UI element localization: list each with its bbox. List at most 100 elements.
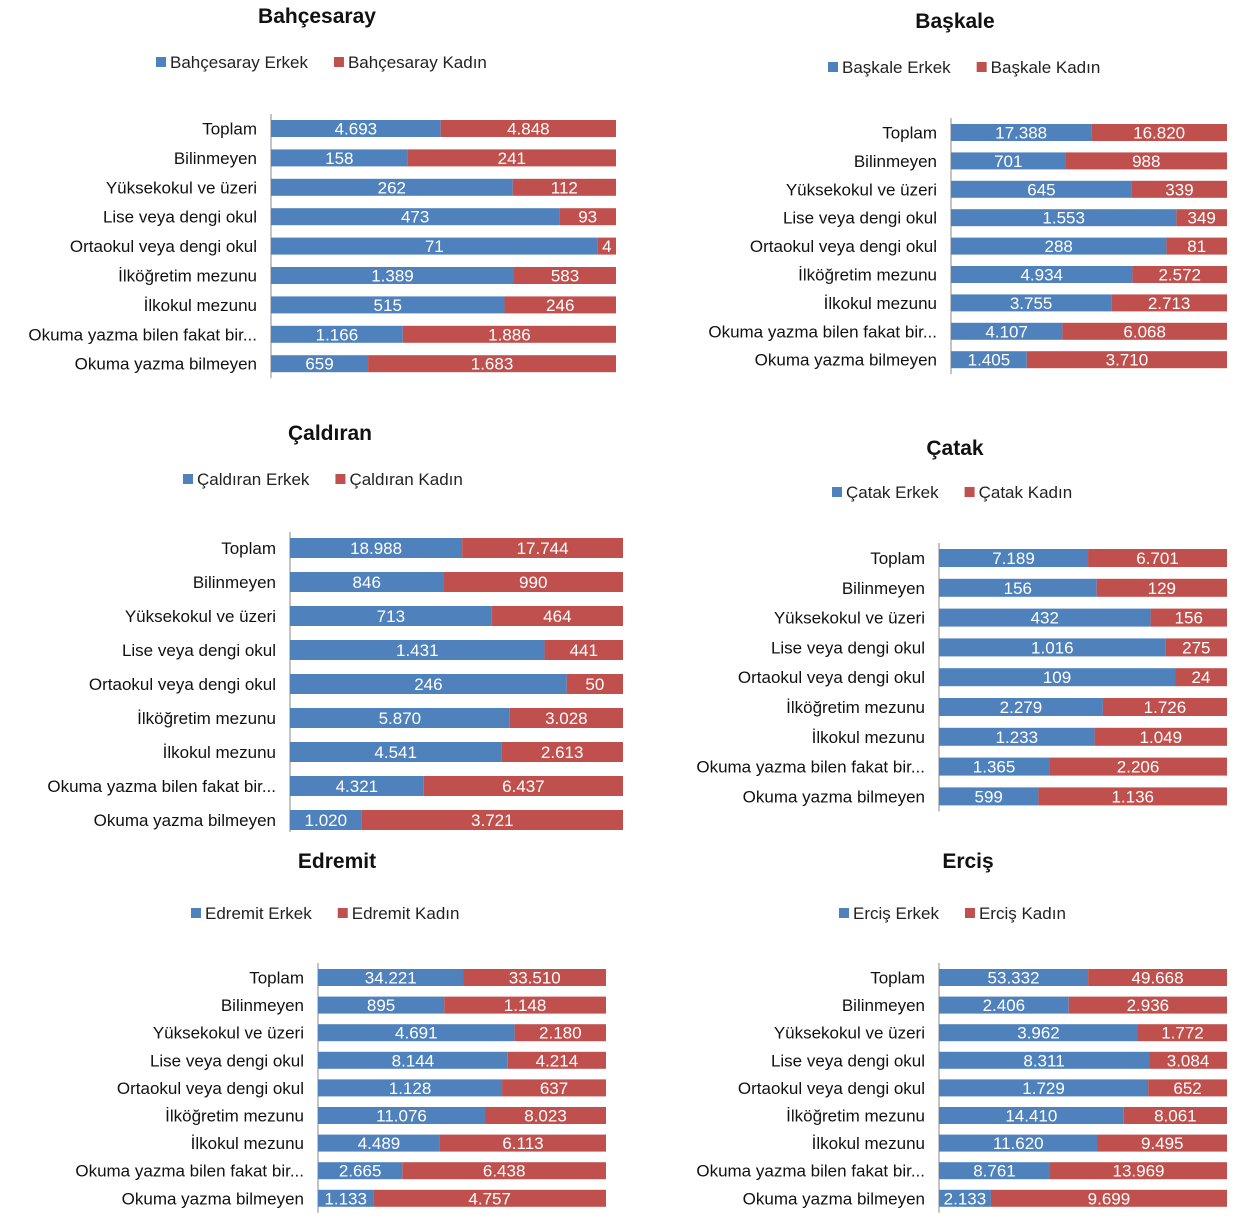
bar-kadin bbox=[1137, 1024, 1227, 1042]
data-label-erkek: 8.144 bbox=[392, 1051, 435, 1070]
data-label-kadin: 2.713 bbox=[1148, 294, 1191, 313]
category-label: İlkokul mezunu bbox=[824, 294, 937, 313]
category-label: Lise veya dengi okul bbox=[783, 209, 937, 228]
bar-erkek bbox=[271, 325, 403, 343]
category-label: Ortaokul veya dengi okul bbox=[750, 237, 937, 256]
data-label-erkek: 17.388 bbox=[995, 124, 1047, 143]
data-label-erkek: 1.133 bbox=[324, 1189, 367, 1208]
data-label-erkek: 3.962 bbox=[1017, 1024, 1060, 1043]
category-label: İlköğretim mezunu bbox=[137, 709, 276, 728]
category-label: Lise veya dengi okul bbox=[150, 1051, 304, 1070]
data-label-kadin: 464 bbox=[543, 607, 571, 626]
data-label-erkek: 713 bbox=[377, 607, 405, 626]
data-label-erkek: 109 bbox=[1043, 668, 1071, 687]
bar-erkek bbox=[939, 1134, 1098, 1152]
category-label: Okuma yazma bilmeyen bbox=[743, 1189, 925, 1208]
chart-ercis: Erciş Erciş Erkek Erciş Kadın Toplam 53.332 4… bbox=[625, 838, 1247, 1214]
bar-kadin bbox=[1026, 351, 1227, 369]
data-label-kadin: 1.136 bbox=[1111, 787, 1154, 806]
bar-kadin bbox=[1088, 549, 1227, 567]
data-label-erkek: 895 bbox=[367, 996, 395, 1015]
data-label-kadin: 246 bbox=[546, 296, 574, 315]
legend-label-erkek: Çatak Erkek bbox=[846, 483, 939, 502]
bar-erkek bbox=[939, 578, 1097, 597]
bar-erkek bbox=[939, 996, 1069, 1014]
bar-kadin bbox=[597, 237, 616, 255]
bar-erkek bbox=[290, 708, 510, 728]
bar-erkek bbox=[318, 1024, 515, 1042]
bar-erkek bbox=[271, 178, 513, 196]
bar-kadin bbox=[1062, 322, 1227, 340]
bar-erkek bbox=[939, 1051, 1150, 1069]
data-label-kadin: 4.757 bbox=[468, 1189, 511, 1208]
category-label: Toplam bbox=[221, 539, 276, 558]
legend-label-erkek: Başkale Erkek bbox=[842, 58, 951, 77]
bar-kadin bbox=[1091, 124, 1227, 141]
data-label-erkek: 4.107 bbox=[985, 322, 1028, 341]
data-label-kadin: 441 bbox=[570, 641, 598, 660]
bar-kadin bbox=[544, 640, 623, 660]
bar-kadin bbox=[1165, 638, 1227, 657]
bar-kadin bbox=[407, 149, 616, 167]
data-label-kadin: 4.214 bbox=[536, 1051, 579, 1070]
legend-swatch-erkek bbox=[183, 474, 193, 484]
category-label: İlkokul mezunu bbox=[812, 1134, 925, 1153]
chart-title: Çaldıran bbox=[288, 422, 372, 445]
bar-erkek bbox=[271, 296, 505, 314]
data-label-erkek: 1.431 bbox=[396, 641, 439, 660]
data-label-erkek: 515 bbox=[374, 296, 402, 315]
chart-title: Çatak bbox=[926, 437, 984, 460]
data-label-kadin: 3.721 bbox=[471, 811, 514, 830]
legend-label-erkek: Bahçesaray Erkek bbox=[170, 53, 308, 72]
bar-kadin bbox=[1132, 266, 1227, 283]
bar-erkek bbox=[290, 810, 362, 830]
bar-erkek bbox=[939, 969, 1089, 986]
data-label-erkek: 156 bbox=[1004, 579, 1032, 598]
data-label-erkek: 71 bbox=[425, 237, 444, 256]
category-label: Lise veya dengi okul bbox=[771, 638, 925, 657]
bar-erkek bbox=[951, 180, 1132, 198]
chart-title: Edremit bbox=[298, 850, 376, 873]
category-label: Okuma yazma bilen fakat bir... bbox=[696, 1162, 925, 1181]
data-label-erkek: 1.233 bbox=[996, 728, 1039, 747]
category-label: Okuma yazma bilmeyen bbox=[755, 351, 937, 370]
legend-swatch-erkek bbox=[839, 908, 849, 918]
bar-erkek bbox=[951, 237, 1167, 255]
data-label-erkek: 8.311 bbox=[1023, 1051, 1064, 1070]
category-label: Ortaokul veya dengi okul bbox=[70, 237, 257, 256]
data-label-kadin: 49.668 bbox=[1132, 969, 1184, 988]
category-label: Yüksekokul ve üzeri bbox=[774, 1024, 925, 1043]
data-label-kadin: 2.613 bbox=[541, 743, 584, 762]
data-label-kadin: 3.028 bbox=[545, 709, 588, 728]
bar-kadin bbox=[1038, 787, 1227, 806]
data-label-erkek: 11.620 bbox=[993, 1134, 1044, 1153]
data-label-erkek: 4.541 bbox=[374, 743, 417, 762]
bar-kadin bbox=[1148, 1079, 1227, 1097]
data-label-erkek: 4.489 bbox=[358, 1134, 401, 1153]
category-label: Okuma yazma bilen fakat bir... bbox=[47, 777, 276, 796]
legend-label-erkek: Erciş Erkek bbox=[853, 904, 939, 923]
data-label-kadin: 9.699 bbox=[1088, 1189, 1131, 1208]
data-label-kadin: 1.049 bbox=[1140, 728, 1183, 747]
data-label-erkek: 1.405 bbox=[968, 351, 1011, 370]
bar-kadin bbox=[423, 776, 623, 796]
bar-kadin bbox=[559, 208, 616, 226]
category-label: İlköğretim mezunu bbox=[118, 267, 257, 286]
bar-kadin bbox=[463, 969, 606, 986]
chart-svg: Erciş Erciş Erkek Erciş Kadın Toplam 53.332 4… bbox=[696, 850, 1227, 1213]
bar-kadin bbox=[509, 708, 623, 728]
bar-erkek bbox=[939, 549, 1089, 567]
legend-label-erkek: Edremit Erkek bbox=[205, 904, 312, 923]
bar-kadin bbox=[502, 1079, 606, 1097]
category-label: Toplam bbox=[882, 124, 937, 143]
category-label: İlkokul mezunu bbox=[163, 743, 276, 762]
bar-erkek bbox=[939, 757, 1050, 776]
data-label-erkek: 4.691 bbox=[395, 1024, 438, 1043]
data-label-erkek: 14.410 bbox=[1005, 1107, 1057, 1126]
bar-kadin bbox=[1166, 237, 1227, 255]
bar-erkek bbox=[939, 608, 1151, 627]
category-label: Okuma yazma bilmeyen bbox=[75, 355, 257, 374]
data-label-kadin: 1.148 bbox=[504, 996, 547, 1015]
chart-bahcesaray: Bahçesaray Bahçesaray Erkek Bahçesaray Kad… bbox=[0, 0, 630, 385]
bar-kadin bbox=[485, 1107, 606, 1124]
